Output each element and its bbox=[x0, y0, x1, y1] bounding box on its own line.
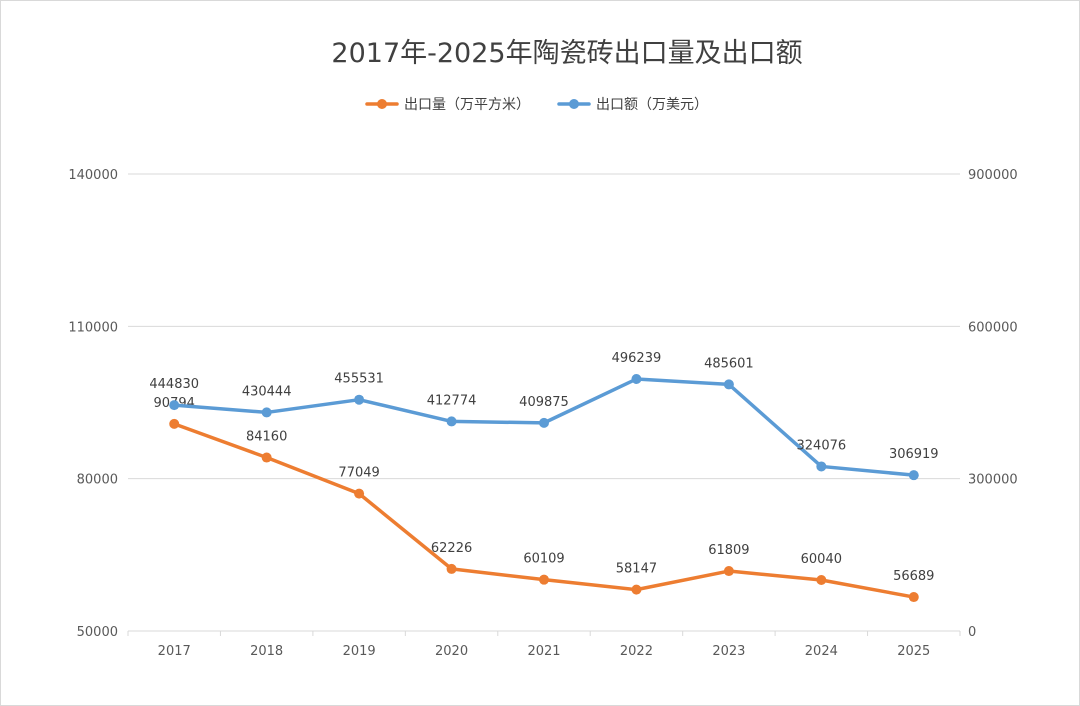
series-group: 9079484160770496222660109581476180960040… bbox=[149, 351, 939, 603]
data-point bbox=[631, 584, 642, 595]
x-tick-label: 2023 bbox=[712, 644, 745, 659]
y-right-tick-label: 600000 bbox=[968, 320, 1018, 335]
data-label: 61809 bbox=[708, 543, 749, 558]
x-tick-label: 2020 bbox=[435, 644, 468, 659]
y-left-tick-label: 80000 bbox=[77, 473, 118, 488]
x-tick-label: 2019 bbox=[343, 644, 376, 659]
data-label: 58147 bbox=[616, 562, 657, 577]
data-point bbox=[908, 470, 919, 481]
data-label: 60040 bbox=[801, 552, 842, 567]
legend-label: 出口量（万平方米） bbox=[404, 97, 530, 113]
legend-label: 出口额（万美元） bbox=[596, 97, 708, 113]
x-tick-label: 2024 bbox=[805, 644, 838, 659]
data-point bbox=[354, 394, 365, 405]
data-point bbox=[539, 417, 549, 428]
data-point bbox=[169, 418, 180, 429]
data-point bbox=[539, 574, 549, 585]
data-label: 77049 bbox=[338, 466, 379, 481]
y-right-tick-label: 0 bbox=[968, 625, 976, 640]
data-point bbox=[354, 488, 365, 499]
data-point bbox=[261, 407, 272, 418]
data-point bbox=[723, 566, 734, 577]
series-1: 444830 430444 455531 412774 409875 496239 4856… bbox=[149, 351, 939, 481]
gridlines bbox=[128, 173, 960, 480]
legend: 出口量（万平方米） 出口额（万美元） bbox=[365, 97, 708, 113]
data-label: 84160 bbox=[246, 430, 287, 445]
data-label: 306919 bbox=[889, 447, 939, 462]
data-label: 60109 bbox=[523, 552, 564, 567]
data-label: 56689 bbox=[893, 569, 934, 584]
chart-title: 2017年-2025年陶瓷砖出口量及出口额 bbox=[331, 38, 802, 69]
axes: 50000 80000 110000 140000 0 300000 600000 90000… bbox=[68, 168, 1017, 659]
data-label: 412774 bbox=[427, 393, 477, 408]
data-point bbox=[169, 400, 180, 411]
data-label: 62226 bbox=[431, 541, 472, 556]
data-label: 444830 bbox=[149, 377, 199, 392]
data-label: 324076 bbox=[797, 438, 847, 453]
legend-swatch-marker bbox=[569, 99, 579, 109]
data-point bbox=[723, 379, 734, 390]
data-label: 496239 bbox=[612, 351, 662, 366]
data-label: 455531 bbox=[334, 372, 384, 387]
data-point bbox=[908, 592, 919, 603]
x-tick-label: 2017 bbox=[158, 644, 191, 659]
data-point bbox=[816, 461, 827, 472]
x-tick-label: 2018 bbox=[250, 644, 283, 659]
y-left-tick-label: 140000 bbox=[68, 168, 118, 183]
data-point bbox=[816, 575, 827, 586]
y-left-tick-label: 110000 bbox=[68, 320, 118, 335]
data-label: 485601 bbox=[704, 356, 754, 371]
x-tick-label: 2025 bbox=[897, 644, 930, 659]
y-right-tick-label: 300000 bbox=[968, 473, 1018, 488]
x-tick-label: 2021 bbox=[527, 644, 560, 659]
data-point bbox=[446, 416, 457, 427]
data-label: 430444 bbox=[242, 384, 292, 399]
data-point bbox=[446, 563, 457, 574]
data-point bbox=[631, 374, 642, 385]
y-right-tick-label: 900000 bbox=[968, 168, 1018, 183]
x-tick-label: 2022 bbox=[620, 644, 653, 659]
legend-swatch-marker bbox=[377, 99, 387, 109]
data-label: 409875 bbox=[519, 395, 569, 410]
y-left-tick-label: 50000 bbox=[77, 625, 118, 640]
data-point bbox=[261, 452, 272, 463]
